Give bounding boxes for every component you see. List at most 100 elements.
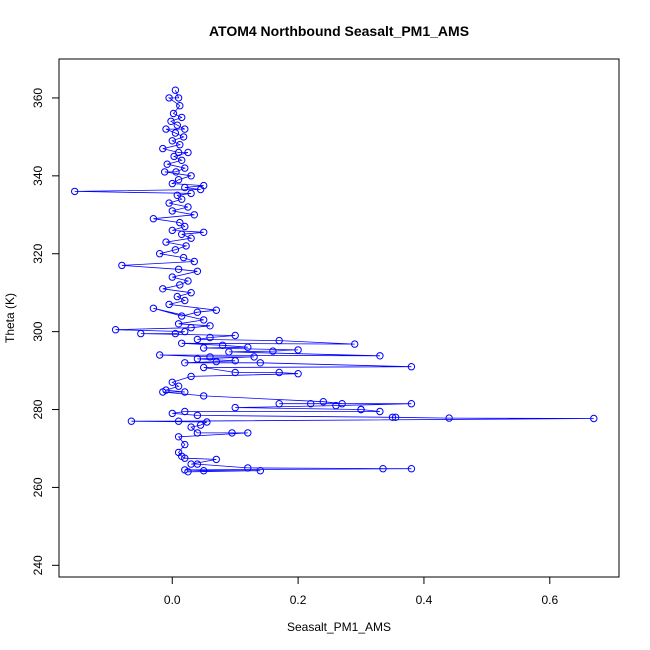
data-point: [171, 246, 180, 254]
data-point: [196, 421, 205, 429]
data-point: [231, 403, 239, 412]
data-point: [137, 329, 145, 338]
y-tick-label: 360: [31, 88, 45, 108]
data-point: [156, 351, 164, 359]
y-axis-label: Theta (K): [3, 293, 17, 343]
data-point: [225, 348, 233, 356]
data-point: [176, 102, 184, 110]
data-point: [193, 308, 202, 316]
series-line: [74, 90, 594, 473]
data-point: [187, 423, 195, 431]
data-point: [200, 363, 208, 372]
data-point: [173, 191, 182, 200]
data-point: [184, 203, 192, 211]
data-point: [190, 211, 199, 219]
data-point: [174, 176, 183, 184]
data-point: [181, 327, 189, 336]
data-point: [250, 353, 258, 361]
x-tick-label: 0.0: [164, 593, 181, 607]
data-point: [173, 292, 182, 301]
x-tick-label: 0.6: [541, 593, 558, 607]
data-point: [178, 113, 186, 122]
data-point: [256, 467, 264, 475]
data-point: [178, 339, 186, 347]
data-point: [181, 440, 189, 449]
y-tick-label: 280: [31, 399, 45, 419]
data-point: [179, 133, 188, 141]
data-point: [187, 324, 195, 332]
data-point: [174, 382, 183, 390]
data-point: [244, 429, 252, 437]
data-point: [167, 117, 175, 126]
data-point: [231, 331, 239, 340]
data-point: [244, 343, 252, 351]
data-point: [118, 261, 126, 270]
data-point: [174, 320, 183, 328]
data-point: [187, 234, 195, 242]
data-point: [407, 400, 416, 408]
data-point: [357, 405, 365, 414]
data-point: [307, 400, 315, 408]
data-point: [181, 125, 189, 133]
x-tick-label: 0.2: [290, 593, 307, 607]
data-point: [187, 372, 195, 381]
data-point: [111, 326, 120, 334]
data-point: [231, 357, 239, 365]
data-point: [256, 359, 264, 367]
data-point: [172, 168, 180, 176]
data-point: [190, 257, 199, 266]
data-point: [176, 141, 184, 149]
data-point: [174, 148, 183, 157]
data-point: [178, 312, 186, 320]
data-point: [206, 322, 214, 330]
data-point: [168, 179, 177, 188]
data-point: [168, 273, 177, 281]
y-tick-label: 260: [31, 477, 45, 497]
data-point: [165, 300, 173, 309]
data-point: [181, 388, 189, 396]
data-point: [319, 398, 327, 406]
data-point: [171, 129, 180, 137]
data-point: [169, 109, 178, 118]
data-point: [179, 253, 188, 262]
data-point: [149, 304, 158, 312]
data-point: [275, 336, 283, 345]
data-point: [388, 413, 397, 421]
data-point: [184, 468, 192, 476]
data-point: [174, 433, 183, 441]
data-point: [187, 289, 195, 297]
data-point: [168, 378, 177, 386]
data-point: [294, 370, 302, 378]
data-point: [174, 94, 183, 102]
data-point: [294, 346, 302, 354]
y-tick-label: 300: [31, 321, 45, 341]
data-point: [376, 407, 384, 416]
data-point: [170, 152, 178, 161]
data-point: [212, 306, 221, 314]
data-series: [71, 86, 598, 476]
data-point: [200, 392, 208, 400]
data-point: [212, 455, 221, 464]
y-tick-label: 240: [31, 555, 45, 575]
data-point: [200, 344, 208, 352]
data-point: [269, 347, 277, 355]
data-point: [168, 409, 177, 418]
data-point: [165, 199, 173, 207]
data-point: [200, 467, 208, 475]
data-point: [206, 353, 214, 361]
data-point: [407, 465, 416, 473]
x-axis-label: Seasalt_PM1_AMS: [287, 620, 391, 634]
data-point: [181, 407, 189, 416]
data-point: [407, 363, 416, 371]
data-point: [161, 168, 169, 176]
data-point: [181, 296, 189, 305]
data-point: [193, 460, 202, 468]
data-point: [171, 329, 180, 338]
data-point: [351, 340, 359, 348]
data-point: [71, 187, 79, 196]
data-point: [184, 148, 192, 157]
y-tick-label: 320: [31, 243, 45, 263]
data-point: [173, 121, 182, 129]
data-point: [168, 207, 177, 215]
data-point: [159, 144, 167, 153]
